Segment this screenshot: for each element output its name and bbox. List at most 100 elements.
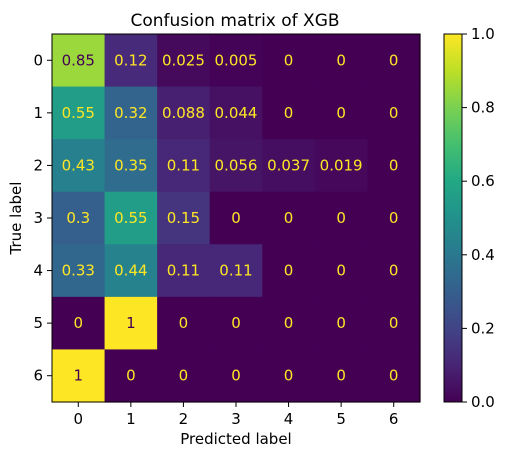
heatmap-cell-r3-c6 [367, 191, 421, 245]
heatmap-cell-r1-c3 [209, 86, 263, 140]
heatmap-cell-r5-c3 [209, 296, 263, 351]
colorbar-tick-label: 0.6 [471, 172, 495, 190]
cell-value-label-r1-c5: 0 [336, 104, 346, 122]
cell-value-label-r2-c2: 0.11 [167, 156, 200, 174]
heatmap-cell-r1-c0 [52, 86, 106, 140]
heatmap-cell-r6-c3 [209, 349, 263, 403]
cell-value-label-r1-c0: 0.55 [62, 104, 95, 122]
cell-value-label-r1-c1: 0.32 [114, 104, 147, 122]
cell-value-label-r5-c2: 0 [179, 314, 189, 332]
cell-value-label-r0-c6: 0 [389, 51, 399, 69]
x-tick-label: 2 [179, 410, 189, 428]
heatmap-cell-r2-c5 [314, 139, 369, 193]
cell-value-label-r6-c4: 0 [284, 367, 294, 385]
y-tick-label: 2 [33, 156, 43, 174]
heatmap-cell-r6-c6 [367, 349, 421, 403]
heatmap-cell-r3-c0 [52, 191, 106, 245]
heatmap-cell-r1-c2 [157, 86, 211, 140]
cell-value-label-r1-c4: 0 [284, 104, 294, 122]
cell-value-label-r2-c1: 0.35 [114, 156, 147, 174]
cell-value-label-r2-c0: 0.43 [62, 156, 95, 174]
cell-value-label-r5-c4: 0 [284, 314, 294, 332]
chart-title: Confusion matrix of XGB [130, 11, 339, 31]
cell-value-label-r4-c6: 0 [389, 262, 399, 280]
heatmap-cell-r2-c1 [104, 139, 158, 193]
y-tick-label: 1 [33, 104, 43, 122]
heatmap-cell-r5-c2 [157, 296, 211, 351]
heatmap-cell-r3-c5 [314, 191, 369, 245]
cell-value-label-r3-c6: 0 [389, 209, 399, 227]
cell-value-label-r6-c1: 0 [126, 367, 136, 385]
heatmap-cell-r6-c0 [52, 349, 106, 403]
heatmap-cell-r0-c0 [52, 34, 106, 88]
heatmap-cell-r6-c4 [262, 349, 316, 403]
cell-value-label-r2-c5: 0.019 [320, 156, 363, 174]
heatmap-cell-r0-c3 [209, 34, 263, 88]
cell-value-label-r2-c3: 0.056 [215, 156, 258, 174]
y-tick-label: 0 [33, 51, 43, 69]
heatmap-cell-r3-c3 [209, 191, 263, 245]
heatmap-cell-r4-c2 [157, 244, 211, 298]
heatmap-cell-r0-c1 [104, 34, 158, 88]
y-tick-label: 3 [33, 209, 43, 227]
cell-value-label-r2-c4: 0.037 [267, 156, 310, 174]
colorbar-tick-label: 0.4 [471, 246, 495, 264]
cell-value-label-r4-c2: 0.11 [167, 262, 200, 280]
cell-value-label-r6-c5: 0 [336, 367, 346, 385]
cell-value-label-r4-c0: 0.33 [62, 262, 95, 280]
x-tick-label: 5 [336, 410, 346, 428]
heatmap-cell-r0-c2 [157, 34, 211, 88]
cell-value-label-r5-c1: 1 [126, 314, 136, 332]
cell-value-label-r1-c3: 0.044 [215, 104, 258, 122]
cell-value-label-r1-c6: 0 [389, 104, 399, 122]
heatmap-cell-r0-c5 [314, 34, 369, 88]
colorbar-tick-label: 1.0 [471, 25, 495, 43]
heatmap-cell-r6-c2 [157, 349, 211, 403]
y-tick-label: 4 [33, 262, 43, 280]
y-tick-label: 6 [33, 367, 43, 385]
cell-value-label-r5-c6: 0 [389, 314, 399, 332]
cell-value-label-r0-c2: 0.025 [162, 51, 205, 69]
heatmap-cell-r5-c6 [367, 296, 421, 351]
heatmap-cell-r1-c1 [104, 86, 158, 140]
heatmap-cell-r4-c0 [52, 244, 106, 298]
heatmap-cell-r0-c6 [367, 34, 421, 88]
heatmap-cells [52, 34, 421, 403]
heatmap-cell-labels: 0.85 0.12 0.025 0.005 0 0 0 0.55 0.32 0.088 0.044 0… [62, 51, 399, 384]
heatmap-cell-r6-c1 [104, 349, 158, 403]
cell-value-label-r3-c0: 0.3 [66, 209, 90, 227]
cell-value-label-r0-c0: 0.85 [62, 51, 95, 69]
cell-value-label-r4-c1: 0.44 [114, 262, 147, 280]
cell-value-label-r3-c5: 0 [336, 209, 346, 227]
colorbar-tick-label: 0.0 [471, 393, 495, 411]
heatmap-cell-r2-c4 [262, 139, 316, 193]
colorbar-tick-label: 0.2 [471, 319, 495, 337]
x-tick-label: 0 [74, 410, 84, 428]
colorbar [443, 33, 463, 403]
cell-value-label-r5-c3: 0 [231, 314, 241, 332]
cell-value-label-r3-c2: 0.15 [167, 209, 200, 227]
cell-value-label-r6-c6: 0 [389, 367, 399, 385]
cell-value-label-r6-c0: 1 [74, 367, 84, 385]
x-tick-label: 6 [389, 410, 399, 428]
heatmap-cell-r1-c6 [367, 86, 421, 140]
cell-value-label-r0-c3: 0.005 [215, 51, 258, 69]
cell-value-label-r3-c1: 0.55 [114, 209, 147, 227]
heatmap-cell-r1-c5 [314, 86, 369, 140]
heatmap-cell-r5-c5 [314, 296, 369, 351]
x-tick-label: 3 [231, 410, 241, 428]
cell-value-label-r4-c5: 0 [336, 262, 346, 280]
heatmap-cell-r3-c2 [157, 191, 211, 245]
heatmap-cell-r4-c6 [367, 244, 421, 298]
cell-value-label-r1-c2: 0.088 [162, 104, 205, 122]
cell-value-label-r4-c3: 0.11 [219, 262, 252, 280]
y-axis-ticks: 0 1 2 3 4 5 6 [33, 51, 52, 385]
x-tick-label: 1 [126, 410, 136, 428]
cell-value-label-r3-c3: 0 [231, 209, 241, 227]
heatmap-cell-r2-c2 [157, 139, 211, 193]
heatmap-cell-r6-c5 [314, 349, 369, 403]
heatmap-cell-r5-c4 [262, 296, 316, 351]
cell-value-label-r5-c5: 0 [336, 314, 346, 332]
